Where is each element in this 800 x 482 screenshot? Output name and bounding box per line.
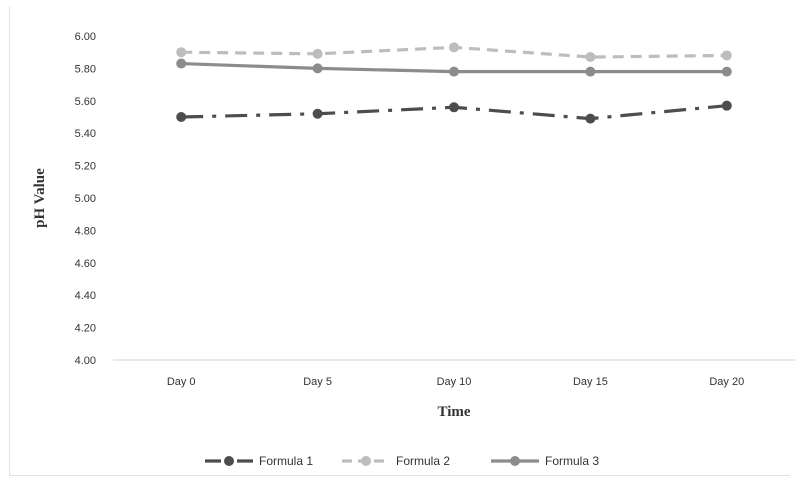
y-axis-title: pH Value bbox=[32, 168, 48, 228]
legend-marker bbox=[510, 456, 520, 466]
data-point bbox=[721, 50, 732, 61]
data-point bbox=[176, 47, 187, 58]
data-point bbox=[585, 66, 596, 77]
data-point bbox=[312, 48, 323, 59]
data-point bbox=[721, 66, 732, 77]
data-point bbox=[721, 100, 732, 111]
data-point bbox=[449, 102, 459, 113]
y-tick-label: 4.60 bbox=[75, 258, 96, 270]
y-tick-label: 4.40 bbox=[75, 290, 96, 302]
y-axis-ticks: 4.00 4.20 4.40 4.60 4.80 5.00 5.20 5.40 5.60 5.80… bbox=[75, 31, 96, 367]
series-layer bbox=[176, 42, 732, 124]
legend-label: Formula 3 bbox=[545, 454, 599, 468]
data-point bbox=[449, 42, 459, 53]
data-point bbox=[449, 66, 459, 77]
x-tick-label: Day 0 bbox=[167, 376, 196, 388]
x-axis-title: Time bbox=[437, 404, 470, 420]
y-tick-label: 5.80 bbox=[75, 63, 96, 75]
y-tick-label: 5.20 bbox=[75, 161, 96, 173]
y-tick-label: 5.60 bbox=[75, 96, 96, 108]
chart-frame bbox=[9, 6, 790, 476]
data-point bbox=[585, 113, 596, 124]
data-point bbox=[176, 58, 187, 69]
x-tick-label: Day 10 bbox=[437, 376, 472, 388]
y-tick-label: 6.00 bbox=[75, 31, 96, 43]
data-point bbox=[176, 112, 187, 122]
x-tick-label: Day 20 bbox=[709, 376, 744, 388]
y-tick-label: 4.20 bbox=[75, 323, 96, 335]
legend-marker bbox=[361, 456, 371, 466]
data-point bbox=[312, 108, 323, 119]
x-tick-label: Day 5 bbox=[303, 376, 332, 388]
data-point bbox=[585, 52, 596, 63]
y-tick-label: 4.80 bbox=[75, 225, 96, 237]
x-axis-ticks: Day 0 Day 5 Day 10 Day 15 Day 20 bbox=[167, 376, 744, 388]
legend-label: Formula 2 bbox=[396, 454, 450, 468]
legend-label: Formula 1 bbox=[259, 454, 313, 468]
y-tick-label: 5.40 bbox=[75, 128, 96, 140]
legend-marker bbox=[224, 456, 234, 466]
legend: Formula 1 Formula 2 Formula 3 bbox=[205, 454, 599, 468]
y-tick-label: 5.00 bbox=[75, 193, 96, 205]
x-tick-label: Day 15 bbox=[573, 376, 608, 388]
data-point bbox=[312, 63, 323, 74]
y-tick-label: 4.00 bbox=[75, 355, 96, 367]
